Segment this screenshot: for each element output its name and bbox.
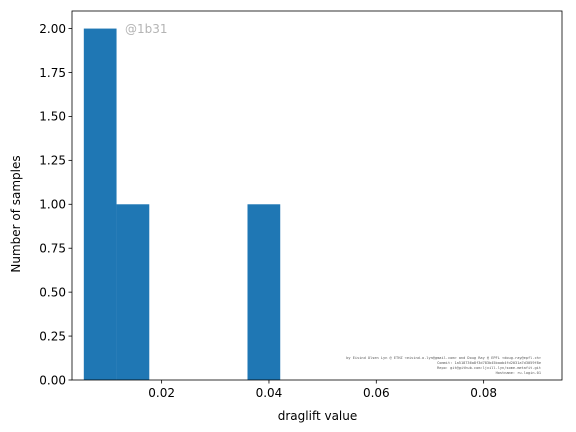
- y-tick-label: 1.00: [39, 198, 66, 212]
- y-tick-label: 1.50: [39, 110, 66, 124]
- y-tick-label: 0.00: [39, 373, 66, 387]
- x-tick-label: 0.08: [470, 386, 497, 400]
- x-tick-label: 0.04: [256, 386, 283, 400]
- watermark-text: @1b31: [125, 22, 168, 36]
- credits-block: by Eivind Olsen Lyn @ ETHZ <eivind.o.lyn…: [346, 356, 542, 375]
- histogram-bar-5: [247, 204, 281, 380]
- y-tick-label: 2.00: [39, 22, 66, 36]
- y-axis-label: Number of samples: [9, 155, 23, 272]
- plot-area-border: [71, 10, 563, 381]
- x-axis-label: draglift value: [278, 409, 358, 423]
- y-tick-label: 1.25: [39, 154, 66, 168]
- histogram-bar-0: [83, 28, 117, 380]
- credits-line: Hostname: ru.login.01: [496, 371, 541, 375]
- x-tick-label: 0.06: [363, 386, 390, 400]
- histogram-bars: [83, 28, 281, 380]
- y-tick-label: 0.25: [39, 329, 66, 343]
- y-tick-label: 1.75: [39, 66, 66, 80]
- y-tick-label: 0.50: [39, 285, 66, 299]
- x-axis-ticks: 0.02 0.04 0.06 0.08: [148, 380, 497, 400]
- credits-line: Repo: git@github.com:ljvill.lyn/some-met…: [437, 366, 541, 370]
- histogram-bar-1: [116, 204, 150, 380]
- axes-frame: [71, 10, 563, 381]
- y-tick-label: 0.75: [39, 242, 66, 256]
- credits-line: by Eivind Olsen Lyn @ ETHZ <eivind.o.lyn…: [346, 356, 542, 360]
- credits-line: Commit: 1a518736a8f3d783b45baab4fd2031a7…: [437, 361, 541, 365]
- y-axis-ticks: 0.00 0.25 0.50 0.75 1.00 1.25 1.50 1.75 2.00: [39, 22, 72, 387]
- x-tick-label: 0.02: [148, 386, 175, 400]
